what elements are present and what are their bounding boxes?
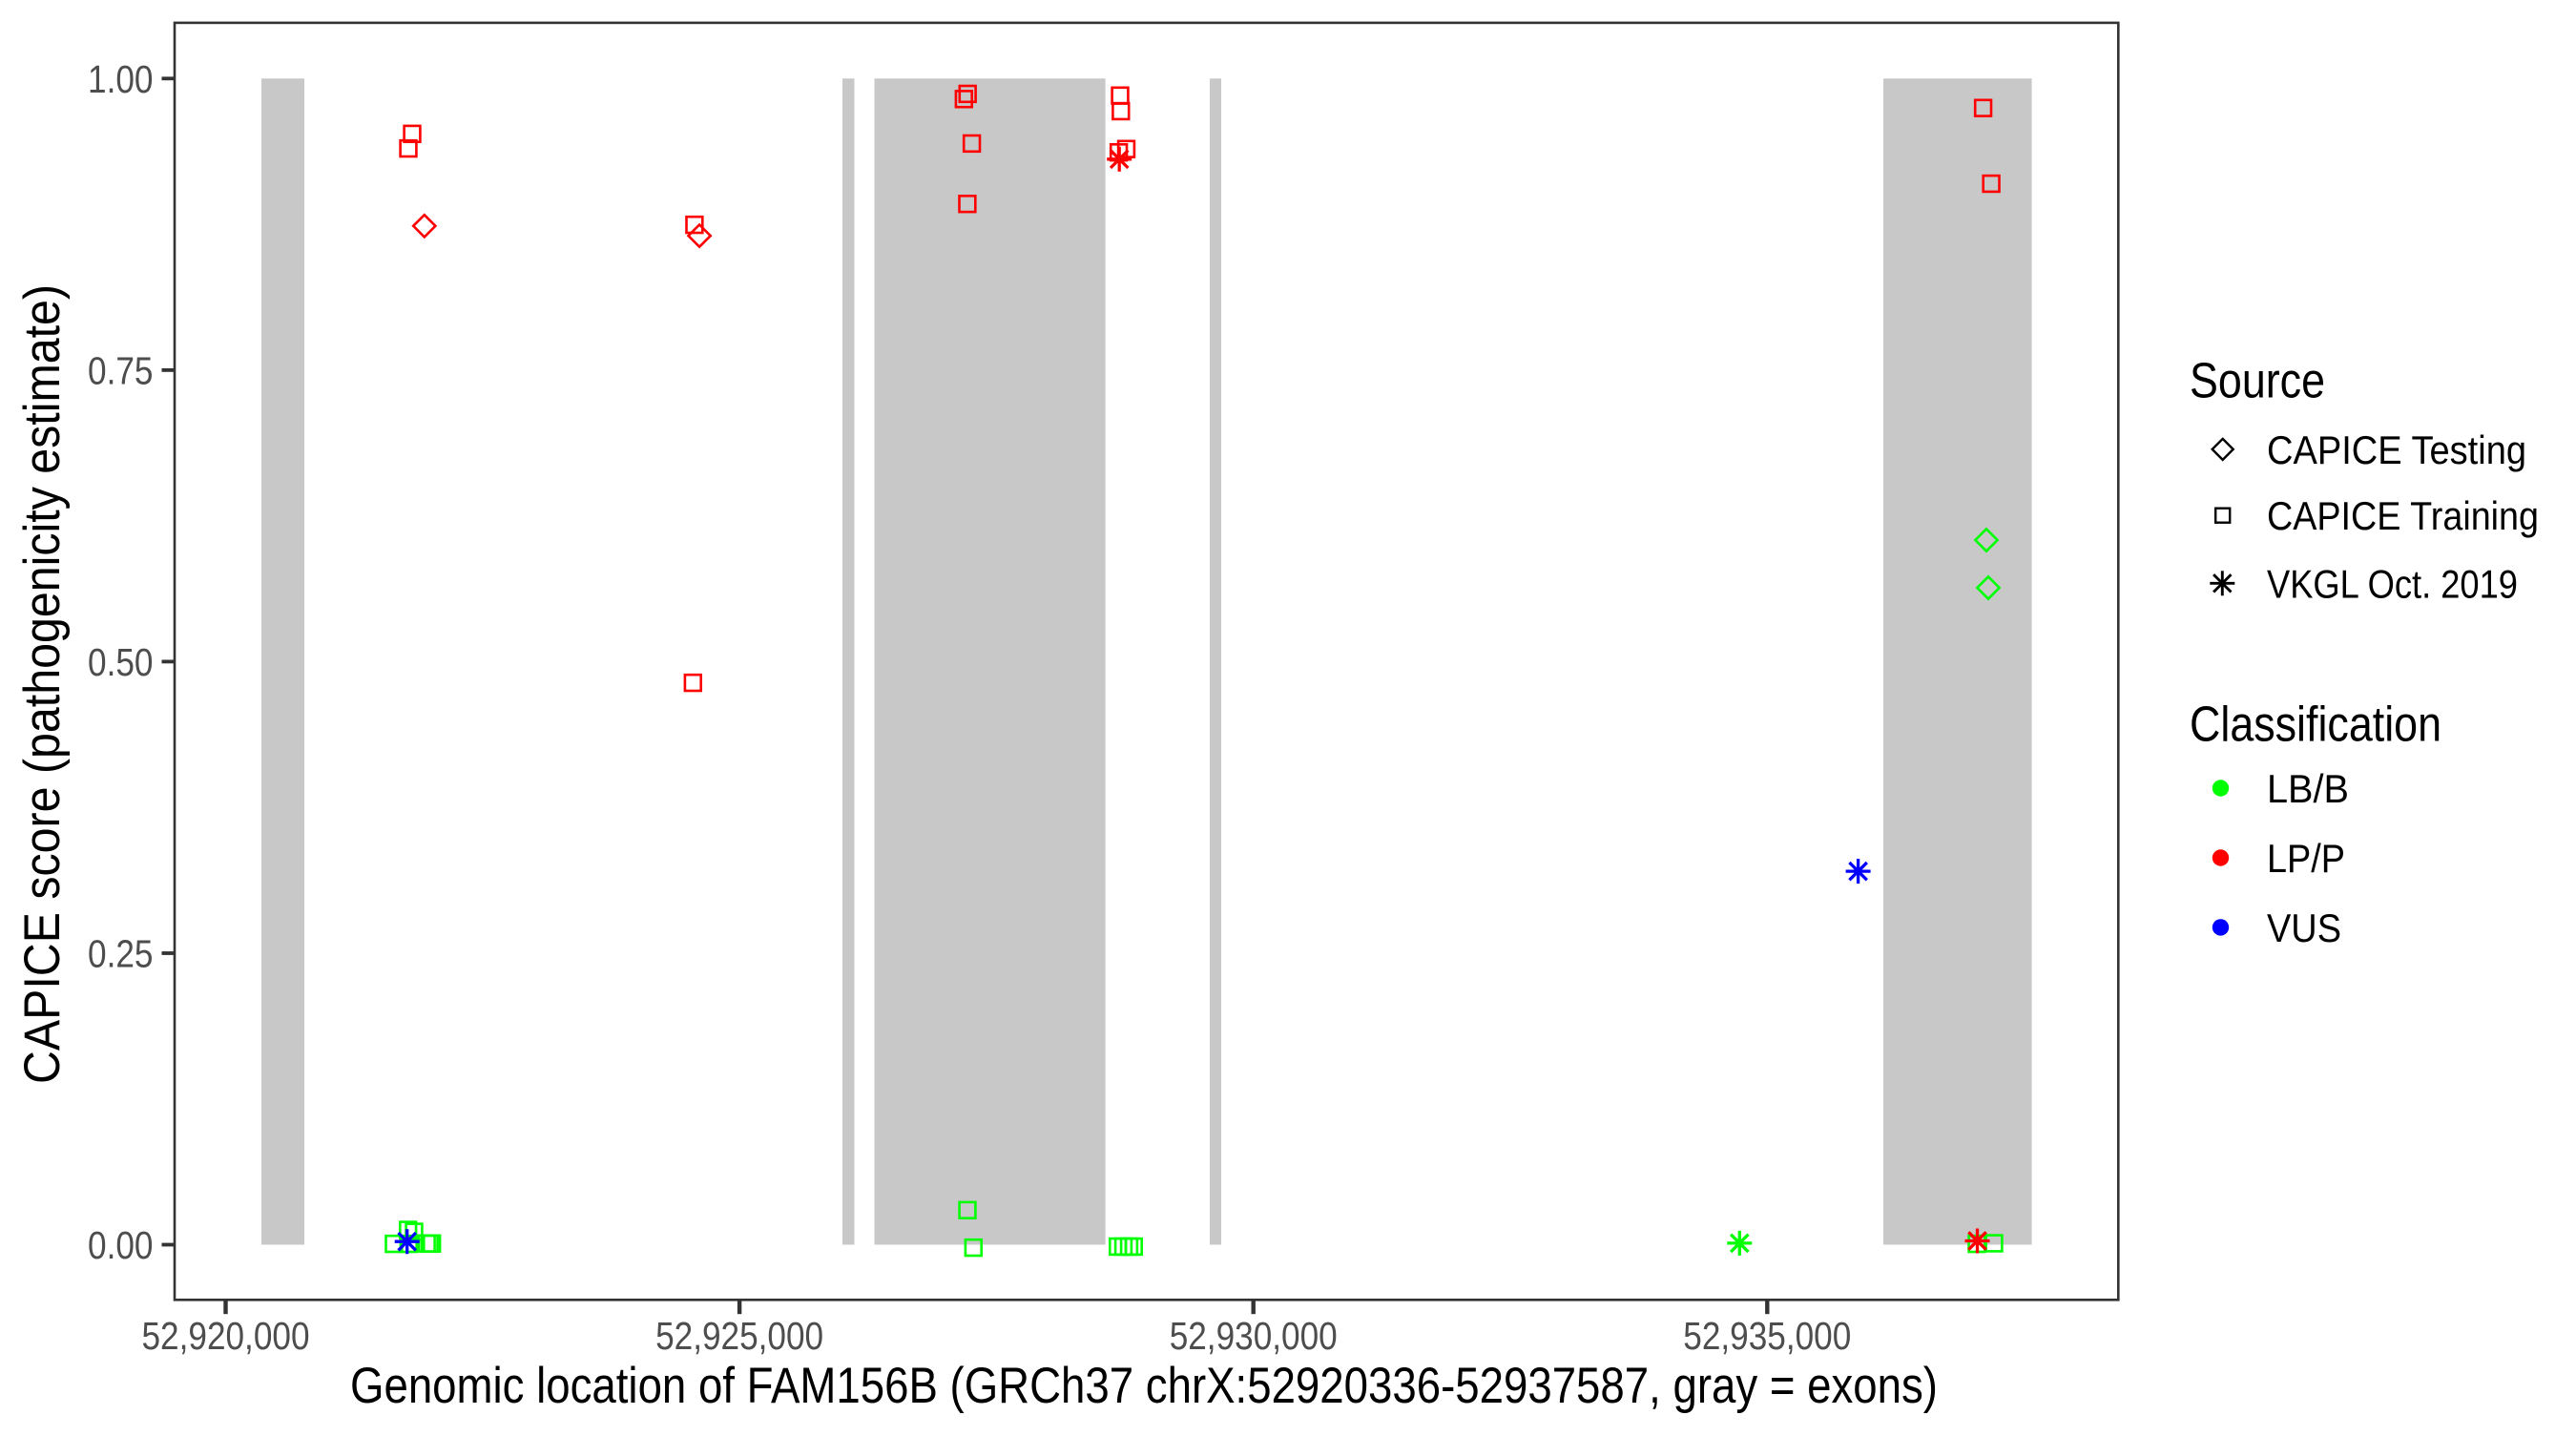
svg-text:VKGL Oct. 2019: VKGL Oct. 2019 bbox=[2267, 561, 2518, 606]
svg-text:CAPICE Testing: CAPICE Testing bbox=[2267, 427, 2526, 472]
svg-text:0.00: 0.00 bbox=[88, 1223, 154, 1267]
svg-text:VUS: VUS bbox=[2267, 905, 2341, 950]
svg-text:0.25: 0.25 bbox=[88, 932, 154, 976]
svg-text:CAPICE score (pathogenicity es: CAPICE score (pathogenicity estimate) bbox=[14, 284, 71, 1084]
svg-text:52,925,000: 52,925,000 bbox=[655, 1314, 823, 1358]
svg-text:52,930,000: 52,930,000 bbox=[1170, 1314, 1338, 1358]
svg-text:Source: Source bbox=[2190, 353, 2325, 408]
svg-text:Classification: Classification bbox=[2190, 697, 2441, 752]
svg-text:1.00: 1.00 bbox=[88, 57, 154, 101]
svg-text:CAPICE Training: CAPICE Training bbox=[2267, 493, 2539, 538]
svg-text:0.50: 0.50 bbox=[88, 640, 154, 684]
svg-text:LB/B: LB/B bbox=[2267, 766, 2349, 811]
svg-text:0.75: 0.75 bbox=[88, 349, 154, 393]
svg-text:52,935,000: 52,935,000 bbox=[1683, 1314, 1851, 1358]
svg-text:52,920,000: 52,920,000 bbox=[142, 1314, 310, 1358]
svg-text:Genomic location of FAM156B (G: Genomic location of FAM156B (GRCh37 chrX… bbox=[350, 1358, 1938, 1414]
svg-text:LP/P: LP/P bbox=[2267, 836, 2345, 881]
